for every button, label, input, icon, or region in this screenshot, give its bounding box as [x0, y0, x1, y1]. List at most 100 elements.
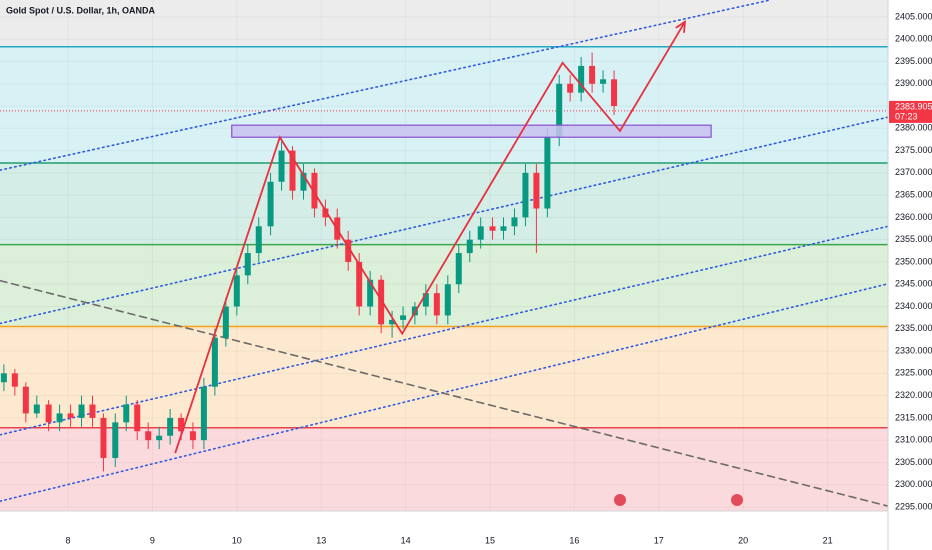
- y-tick-label: 2400.000: [895, 34, 932, 44]
- candle-body: [244, 253, 251, 276]
- candle-body: [255, 226, 262, 254]
- candle-body: [489, 226, 496, 231]
- price-zone: [0, 244, 888, 327]
- candle-body: [466, 239, 473, 254]
- y-tick-label: 2370.000: [895, 167, 932, 177]
- price-zone: [0, 46, 888, 164]
- candle-body: [189, 431, 196, 441]
- candle-body: [345, 239, 352, 262]
- y-tick-label: 2295.000: [895, 501, 932, 511]
- candle-body: [500, 226, 507, 231]
- y-tick-label: 2375.000: [895, 145, 932, 155]
- candle-body: [156, 435, 163, 441]
- candle-body: [556, 83, 563, 138]
- candle-body: [11, 373, 18, 387]
- candle-body: [33, 404, 40, 414]
- candle-body: [589, 65, 596, 84]
- trend-line: [0, 279, 889, 507]
- event-icon: [731, 494, 743, 506]
- candle-body: [89, 404, 96, 418]
- price-zone: [0, 163, 888, 245]
- x-tick-label: 17: [654, 535, 664, 545]
- trend-line: [0, 225, 889, 436]
- candle-body: [211, 337, 218, 387]
- trend-line: [0, 0, 771, 171]
- candle-body: [22, 386, 29, 414]
- candle-body: [544, 137, 551, 209]
- last-price-badge: [889, 100, 932, 123]
- candle-body: [45, 404, 52, 423]
- y-tick-label: 2395.000: [895, 56, 932, 66]
- candle-body: [455, 253, 462, 285]
- candle-body: [511, 217, 518, 227]
- candle-body: [356, 261, 363, 307]
- candle-body: [522, 172, 529, 218]
- x-tick-label: 21: [823, 535, 833, 545]
- candle-body: [611, 79, 618, 107]
- price-zone: [0, 326, 888, 428]
- y-tick-label: 2390.000: [895, 78, 932, 88]
- x-tick-label: 15: [485, 535, 495, 545]
- y-tick-label: 2360.000: [895, 212, 932, 222]
- arrow-head: [675, 20, 687, 33]
- projection-path: [174, 21, 686, 454]
- y-tick-label: 2310.000: [895, 435, 932, 445]
- y-tick-label: 2320.000: [895, 390, 932, 400]
- x-tick-label: 14: [401, 535, 411, 545]
- supply-box: [231, 124, 712, 138]
- y-tick-label: 2300.000: [895, 479, 932, 489]
- countdown-label: 07:23: [895, 111, 918, 121]
- candle-body: [311, 172, 318, 209]
- candle-body: [322, 208, 329, 218]
- last-price-label: 2383.905: [895, 101, 932, 111]
- x-tick-label: 9: [150, 535, 155, 545]
- candle-body: [433, 293, 440, 316]
- candle-body: [578, 65, 585, 93]
- candle-body: [289, 150, 296, 191]
- candle-body: [67, 413, 74, 418]
- candle-body: [533, 172, 540, 209]
- candle-body: [300, 172, 307, 191]
- event-icon: [614, 494, 626, 506]
- candle-body: [267, 181, 274, 227]
- candle-body: [567, 83, 574, 93]
- candle-body: [477, 226, 484, 240]
- x-tick-label: 13: [316, 535, 326, 545]
- y-tick-label: 2315.000: [895, 412, 932, 422]
- x-tick-label: 10: [232, 535, 242, 545]
- y-tick-label: 2365.000: [895, 190, 932, 200]
- y-tick-label: 2405.000: [895, 11, 932, 21]
- y-tick-label: 2305.000: [895, 457, 932, 467]
- candle-body: [100, 417, 107, 458]
- x-tick-label: 8: [66, 535, 71, 545]
- price-axis: [888, 0, 932, 550]
- y-tick-label: 2330.000: [895, 345, 932, 355]
- trend-line: [0, 282, 889, 502]
- trend-line: [0, 116, 889, 325]
- candle-body: [378, 279, 385, 325]
- candle-body: [233, 275, 240, 307]
- time-axis: [0, 511, 888, 550]
- y-tick-label: 2380.000: [895, 123, 932, 133]
- candle-body: [167, 417, 174, 436]
- candle-body: [178, 417, 185, 432]
- candle-body: [123, 404, 130, 423]
- chart-title: Gold Spot / U.S. Dollar, 1h, OANDA: [6, 5, 156, 15]
- candle-body: [78, 404, 85, 418]
- y-tick-label: 2340.000: [895, 301, 932, 311]
- candle-body: [278, 150, 285, 182]
- candle-body: [444, 284, 451, 316]
- y-tick-label: 2350.000: [895, 256, 932, 266]
- x-tick-label: 20: [738, 535, 748, 545]
- y-tick-label: 2345.000: [895, 279, 932, 289]
- candle-body: [56, 413, 63, 423]
- candle-body: [400, 315, 407, 320]
- candle-body: [600, 79, 607, 84]
- candle-body: [134, 404, 141, 432]
- x-tick-label: 16: [569, 535, 579, 545]
- y-tick-label: 2355.000: [895, 234, 932, 244]
- candle-body: [422, 293, 429, 307]
- candle-body: [389, 319, 396, 325]
- candle-body: [145, 431, 152, 441]
